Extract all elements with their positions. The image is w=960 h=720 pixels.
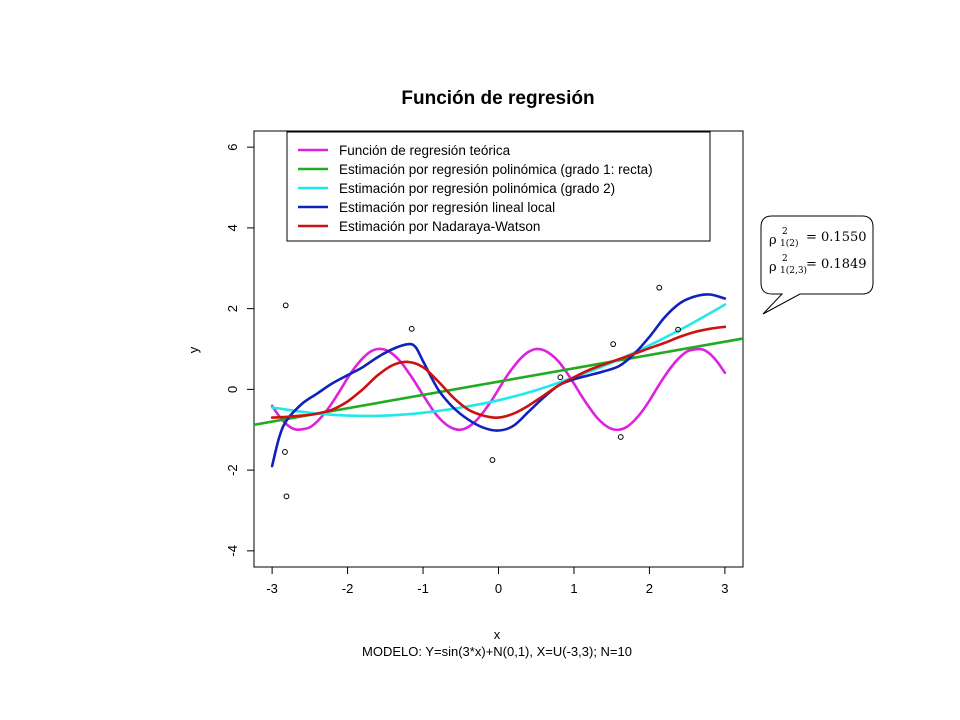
y-tick-label: 4 <box>225 224 240 231</box>
rho-sub-2: 1(2,3) <box>780 265 807 276</box>
chart-title: Función de regresión <box>401 88 594 109</box>
y-axis-label: y <box>186 346 201 353</box>
data-point <box>283 493 290 500</box>
y-tick-label: -4 <box>225 545 240 557</box>
rho-symbol-2: ρ <box>769 260 777 275</box>
local-linear-curve <box>270 293 727 468</box>
data-point <box>557 374 564 381</box>
legend: Función de regresión teórica Estimación p… <box>286 131 711 242</box>
rho-symbol-1: ρ <box>769 233 777 248</box>
legend-entry: Función de regresión teórica <box>339 143 511 158</box>
legend-entry: Estimación por regresión lineal local <box>339 200 555 215</box>
x-tick-label: -2 <box>342 581 354 596</box>
x-tick-label: 3 <box>721 581 728 596</box>
series-layer <box>254 293 743 468</box>
x-tick-label: 1 <box>570 581 577 596</box>
data-point <box>610 341 617 348</box>
data-point <box>282 449 288 455</box>
points-layer <box>282 284 682 500</box>
data-point <box>675 326 682 333</box>
rho-value-1: = 0.1550 <box>806 230 867 245</box>
x-axis: -3 -2 -1 0 1 2 3 <box>266 566 729 596</box>
data-point <box>489 457 496 463</box>
y-tick-label: -2 <box>225 464 240 476</box>
x-tick-label: -3 <box>266 581 278 596</box>
callout-bubble: ρ 2 1(2) = 0.1550 ρ 2 1(2,3) = 0.1849 <box>760 215 874 315</box>
legend-entry: Estimación por regresión polinómica (gra… <box>339 162 653 177</box>
data-point <box>408 325 415 332</box>
x-tick-label: 0 <box>495 581 502 596</box>
legend-entry: Estimación por regresión polinómica (gra… <box>339 181 615 196</box>
y-tick-label: 6 <box>225 144 240 151</box>
linear-fit-line <box>254 337 743 427</box>
quadratic-fit-curve <box>270 303 727 418</box>
legend-entry: Estimación por Nadaraya-Watson <box>339 219 540 234</box>
x-tick-label: -1 <box>417 581 429 596</box>
y-tick-label: 0 <box>225 386 240 393</box>
nadaraya-watson-curve <box>270 325 727 419</box>
y-axis: -4 -2 0 2 4 6 <box>225 144 255 557</box>
callout-shape <box>760 215 874 315</box>
rho-sup-1: 2 <box>782 227 788 237</box>
data-point <box>617 434 624 440</box>
x-tick-label: 2 <box>646 581 653 596</box>
rho-sub-1: 1(2) <box>780 238 798 249</box>
rho-sup-2: 2 <box>782 254 788 264</box>
data-point <box>656 284 663 291</box>
data-point <box>282 302 289 309</box>
theoretical-curve <box>270 347 727 432</box>
x-axis-label: x <box>494 627 501 642</box>
rho-value-2: = 0.1849 <box>806 257 867 272</box>
y-tick-label: 2 <box>225 305 240 312</box>
legend-box <box>286 131 711 242</box>
chart-subtitle: MODELO: Y=sin(3*x)+N(0,1), X=U(-3,3); N=… <box>362 644 632 659</box>
